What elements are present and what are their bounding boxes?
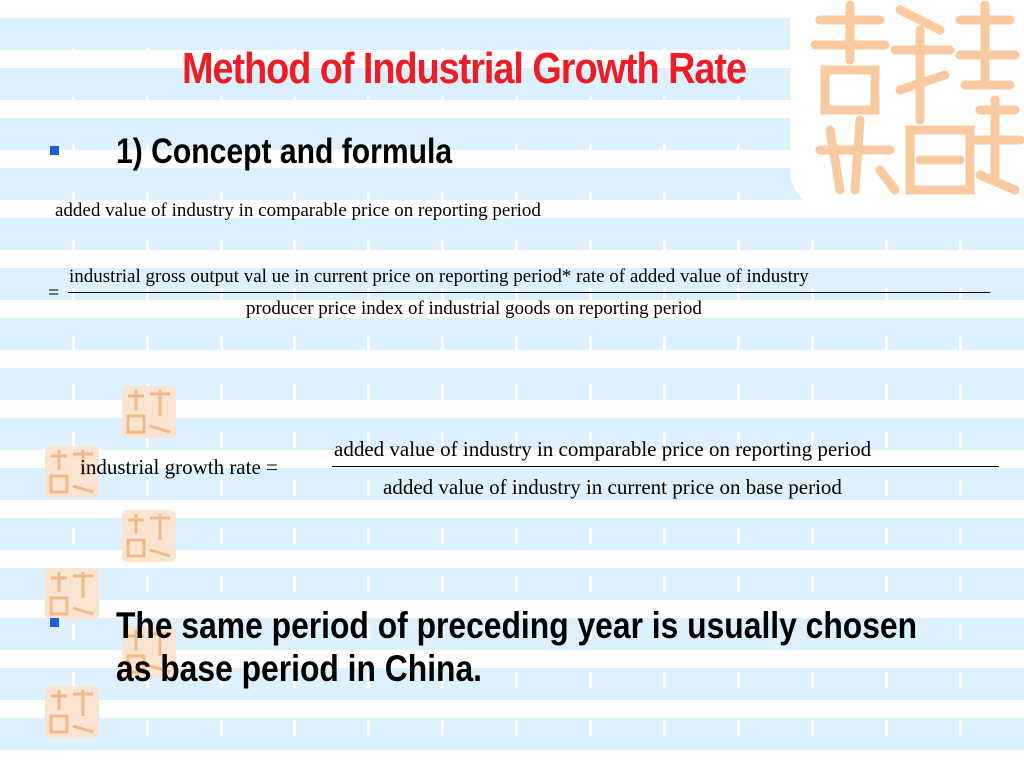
formula2-numerator: added value of industry in comparable pr… (334, 437, 872, 461)
formula2-denominator: added value of industry in current price… (383, 475, 842, 499)
section-heading: 1) Concept and formula (116, 132, 453, 171)
formula1-fraction-bar (68, 292, 990, 293)
formula2-fraction-bar (332, 466, 999, 467)
seal-logo-small (45, 568, 99, 620)
seal-logo-small (45, 446, 99, 498)
seal-logo-large (790, 0, 1024, 210)
slide-title: Method of Industrial Growth Rate (182, 44, 747, 93)
formula1-denominator: producer price index of industrial goods… (246, 298, 702, 319)
note-text: The same period of preceding year is usu… (116, 605, 918, 689)
seal-logo-small (122, 510, 176, 562)
formula1-numerator: industrial gross output val ue in curren… (69, 266, 809, 287)
seal-logo-small (122, 626, 176, 678)
formula2-label: industrial growth rate = (80, 455, 278, 479)
bullet-icon (50, 146, 59, 155)
formula1-equals: = (48, 282, 60, 304)
bullet-icon (50, 618, 59, 627)
seal-logo-small (45, 686, 99, 738)
formula1-lhs: added value of industry in comparable pr… (55, 200, 541, 221)
seal-logo-small (122, 386, 176, 438)
